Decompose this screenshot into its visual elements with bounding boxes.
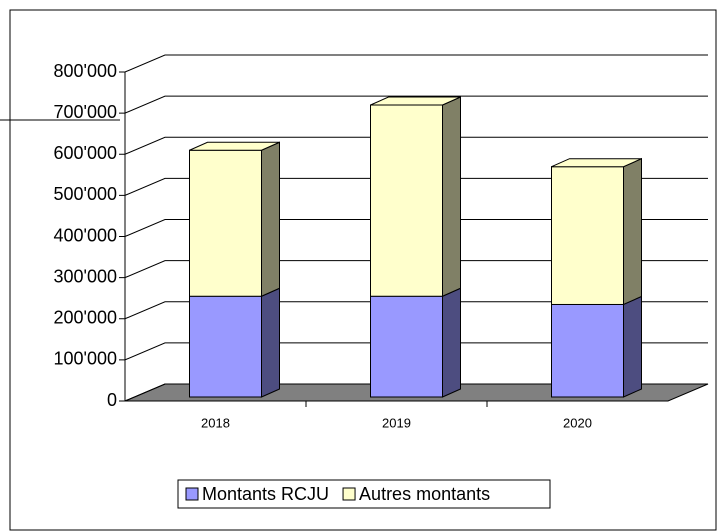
y-tick-label: 600'000 — [53, 143, 117, 163]
grid-line — [124, 95, 708, 114]
bar — [370, 104, 443, 297]
bar-side — [261, 141, 280, 298]
bar-side — [623, 157, 642, 306]
legend-label: Autres montants — [359, 484, 490, 504]
bar — [189, 149, 262, 297]
bar-side — [261, 287, 280, 398]
y-tick-label: 200'000 — [53, 308, 117, 328]
bar-top — [370, 96, 461, 106]
bar — [370, 295, 443, 398]
x-tick-label: 2019 — [382, 415, 411, 430]
y-tick-label: 0 — [107, 390, 117, 410]
bar-side — [442, 96, 461, 298]
legend-box — [177, 479, 551, 509]
y-tick-label: 300'000 — [53, 266, 117, 286]
chart-frame — [9, 9, 717, 531]
bar — [189, 295, 262, 398]
bar-side — [442, 287, 461, 398]
grid-line — [124, 54, 708, 73]
grid-line — [124, 219, 708, 237]
grid-line — [124, 383, 708, 402]
bar-side — [623, 295, 642, 398]
grid-line — [124, 260, 708, 279]
bar — [551, 303, 624, 398]
bar-top — [551, 158, 642, 168]
y-tick-label: 700'000 — [53, 102, 117, 122]
grid-line — [124, 177, 708, 196]
grid-line — [124, 342, 708, 361]
legend-swatch — [342, 487, 356, 501]
x-tick-label: 2020 — [563, 415, 592, 430]
legend-label: Montants RCJU — [202, 484, 329, 504]
y-tick-label: 100'000 — [53, 349, 117, 369]
grid-line — [124, 301, 708, 320]
bar — [551, 166, 624, 305]
y-tick-label: 400'000 — [53, 225, 117, 245]
legend-swatch — [185, 487, 199, 501]
grid-line — [124, 136, 708, 155]
y-tick-label: 500'000 — [53, 184, 117, 204]
bar-top — [189, 141, 280, 151]
y-tick-label: 800'000 — [53, 61, 117, 81]
x-tick-label: 2018 — [201, 415, 230, 430]
